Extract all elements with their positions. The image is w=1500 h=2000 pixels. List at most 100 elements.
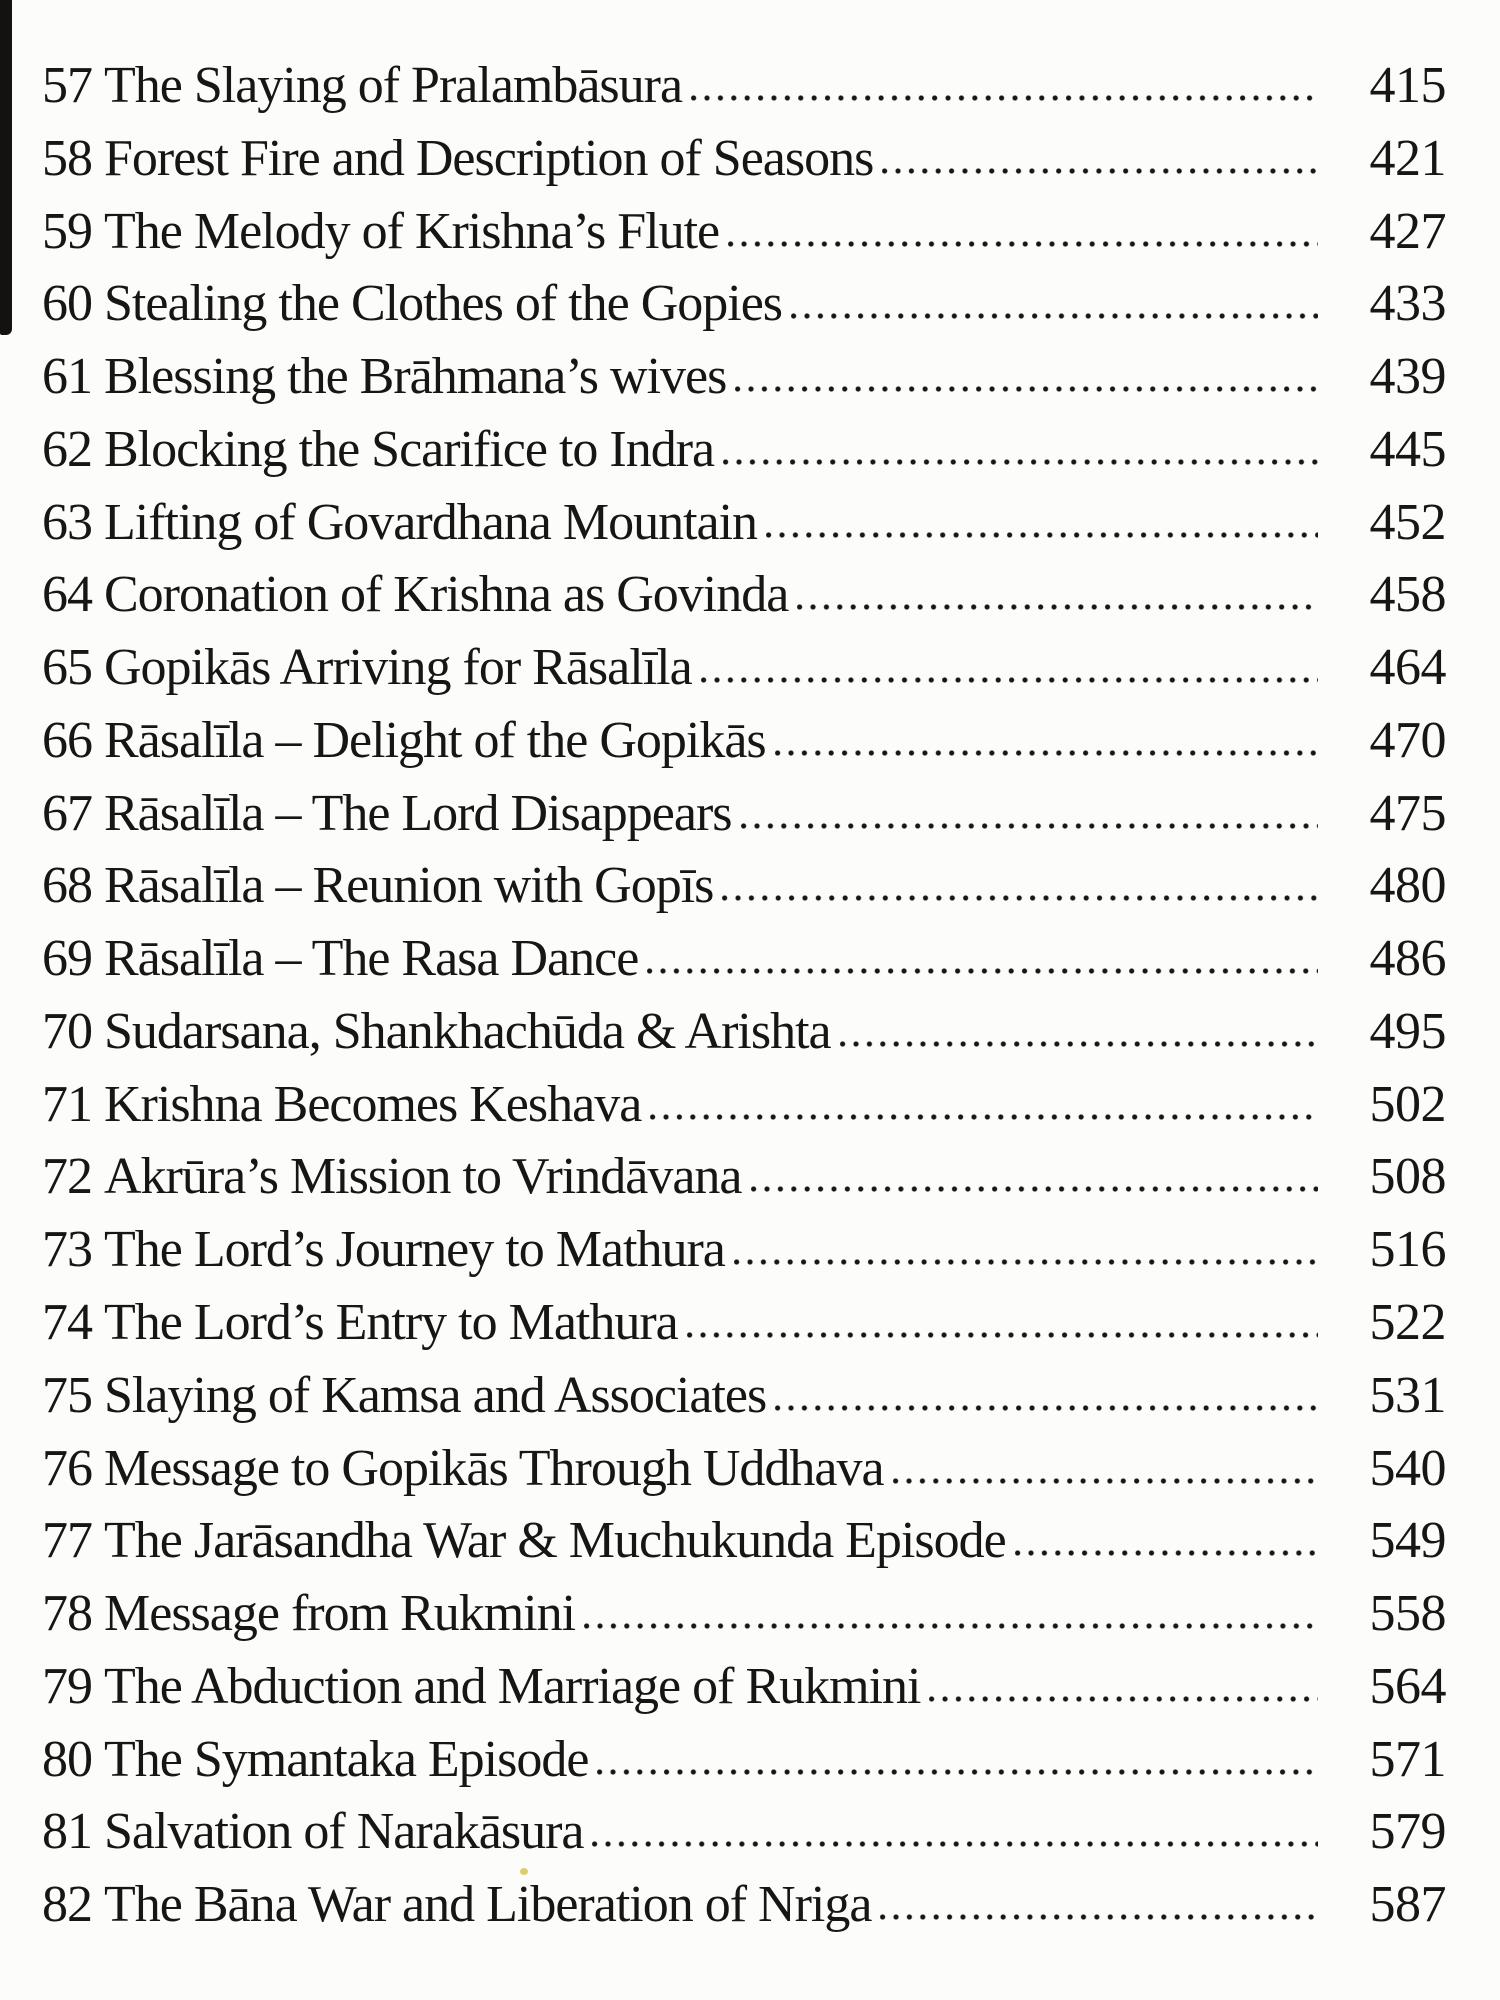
chapter-number: 75 [42, 1366, 93, 1424]
page-number: 495 [1369, 1002, 1447, 1060]
dot-leader [691, 94, 1318, 102]
page-number: 508 [1369, 1148, 1447, 1206]
chapter-number: 62 [42, 420, 93, 478]
chapter-number: 61 [42, 348, 93, 406]
chapter-number: 77 [42, 1512, 93, 1570]
chapter-number: 64 [42, 566, 93, 624]
toc-entry: 68 Rāsalīla – Reunion with Gopīs 480 [42, 850, 1446, 923]
chapter-title: Sudarsana, Shankhachūda & Arishta [104, 1002, 832, 1060]
dot-leader [650, 1112, 1318, 1121]
toc-list: 57 The Slaying of Pralambāsura 415 58 Fo… [42, 50, 1446, 1942]
dot-leader [700, 676, 1318, 685]
dot-leader [722, 894, 1318, 903]
page-number: 433 [1369, 275, 1447, 333]
toc-entry: 74 The Lord’s Entry to Mathura 522 [42, 1287, 1446, 1360]
page-number: 549 [1369, 1512, 1447, 1570]
dot-leader [723, 457, 1318, 466]
chapter-title: The Lord’s Journey to Mathura [104, 1221, 726, 1279]
page-number: 587 [1369, 1876, 1447, 1934]
dot-leader [597, 1767, 1318, 1776]
chapter-title: Slaying of Kamsa and Associates [104, 1366, 767, 1424]
toc-entry: 82 The Bāna War and Liberation of Nriga … [42, 1869, 1446, 1942]
dot-leader [740, 821, 1318, 830]
chapter-number: 65 [42, 639, 93, 697]
toc-entry: 70 Sudarsana, Shankhachūda & Arishta 495 [42, 996, 1446, 1069]
page-number: 452 [1369, 493, 1447, 551]
chapter-number: 67 [42, 784, 93, 842]
chapter-title: The Lord’s Entry to Mathura [104, 1294, 679, 1352]
toc-entry: 76 Message to Gopikās Through Uddhava 54… [42, 1433, 1446, 1506]
toc-entry: 61 Blessing the Brāhmana’s wives 439 [42, 341, 1446, 414]
chapter-title: Rāsalīla – Reunion with Gopīs [104, 857, 714, 915]
chapter-number: 71 [42, 1075, 93, 1133]
toc-entry: 79 The Abduction and Marriage of Rukmini… [42, 1651, 1446, 1724]
toc-entry: 80 The Symantaka Episode 571 [42, 1724, 1446, 1797]
dot-leader [775, 1403, 1318, 1412]
dot-leader [1014, 1549, 1318, 1558]
chapter-title: Message to Gopikās Through Uddhava [104, 1439, 885, 1497]
toc-entry: 64 Coronation of Krishna as Govinda 458 [42, 559, 1446, 632]
dot-leader [647, 967, 1318, 976]
chapter-number: 74 [42, 1294, 93, 1352]
toc-entry: 73 The Lord’s Journey to Mathura 516 [42, 1214, 1446, 1287]
chapter-number: 82 [42, 1876, 93, 1934]
page-number: 564 [1369, 1657, 1447, 1715]
dot-leader [774, 748, 1318, 757]
page-number: 470 [1369, 711, 1447, 769]
chapter-title: The Jarāsandha War & Muchukunda Episode [104, 1512, 1007, 1570]
chapter-title: Rāsalīla – The Lord Disappears [104, 784, 733, 842]
chapter-title: The Abduction and Marriage of Rukmini [104, 1657, 921, 1715]
chapter-number: 66 [42, 711, 93, 769]
chapter-number: 80 [42, 1730, 93, 1788]
toc-entry: 71 Krishna Becomes Keshava 502 [42, 1069, 1446, 1142]
page-number: 475 [1369, 784, 1447, 842]
dot-leader [750, 1185, 1318, 1194]
page-number: 439 [1369, 348, 1447, 406]
chapter-title: Rāsalīla – Delight of the Gopikās [104, 711, 767, 769]
page-number: 522 [1369, 1294, 1447, 1352]
dot-leader [880, 1913, 1318, 1922]
toc-entry: 57 The Slaying of Pralambāsura 415 [42, 50, 1446, 123]
page-number: 464 [1369, 639, 1447, 697]
chapter-number: 81 [42, 1803, 93, 1861]
chapter-title: Rāsalīla – The Rasa Dance [104, 930, 639, 988]
chapter-number: 69 [42, 930, 93, 988]
dot-leader [733, 1258, 1318, 1267]
dot-leader [766, 530, 1318, 539]
chapter-number: 79 [42, 1657, 93, 1715]
page-number: 445 [1369, 420, 1447, 478]
toc-entry: 62 Blocking the Scarifice to Indra 445 [42, 414, 1446, 487]
toc-entry: 77 The Jarāsandha War & Muchukunda Episo… [42, 1505, 1446, 1578]
page-number: 486 [1369, 930, 1447, 988]
chapter-number: 76 [42, 1439, 93, 1497]
toc-entry: 58 Forest Fire and Description of Season… [42, 123, 1446, 196]
toc-entry: 67 Rāsalīla – The Lord Disappears 475 [42, 778, 1446, 851]
chapter-number: 73 [42, 1221, 93, 1279]
chapter-title: Krishna Becomes Keshava [104, 1075, 642, 1133]
toc-entry: 65 Gopikās Arriving for Rāsalīla 464 [42, 632, 1446, 705]
dot-leader [686, 1331, 1318, 1340]
dot-leader [839, 1039, 1318, 1048]
dot-leader [728, 239, 1318, 248]
toc-entry: 60 Stealing the Clothes of the Gopies 43… [42, 268, 1446, 341]
chapter-title: Lifting of Govardhana Mountain [104, 493, 758, 551]
toc-entry: 81 Salvation of Narakāsura 579 [42, 1796, 1446, 1869]
chapter-number: 58 [42, 129, 93, 187]
yellow-speck-artifact [520, 1868, 528, 1875]
chapter-number: 59 [42, 202, 93, 260]
page-number: 531 [1369, 1366, 1447, 1424]
page-number: 480 [1369, 857, 1447, 915]
page-number: 415 [1369, 57, 1447, 114]
page-number: 502 [1369, 1075, 1447, 1133]
dot-leader [882, 166, 1318, 175]
dot-leader [584, 1622, 1318, 1631]
chapter-number: 72 [42, 1148, 93, 1206]
toc-entry: 75 Slaying of Kamsa and Associates 531 [42, 1360, 1446, 1433]
dot-leader [735, 385, 1318, 394]
dot-leader [929, 1694, 1318, 1703]
toc-entry: 59 The Melody of Krishna’s Flute 427 [42, 196, 1446, 269]
chapter-title: Akrūra’s Mission to Vrindāvana [104, 1148, 742, 1206]
chapter-title: The Slaying of Pralambāsura [104, 57, 683, 114]
page-number: 516 [1369, 1221, 1447, 1279]
dot-leader [892, 1476, 1318, 1485]
